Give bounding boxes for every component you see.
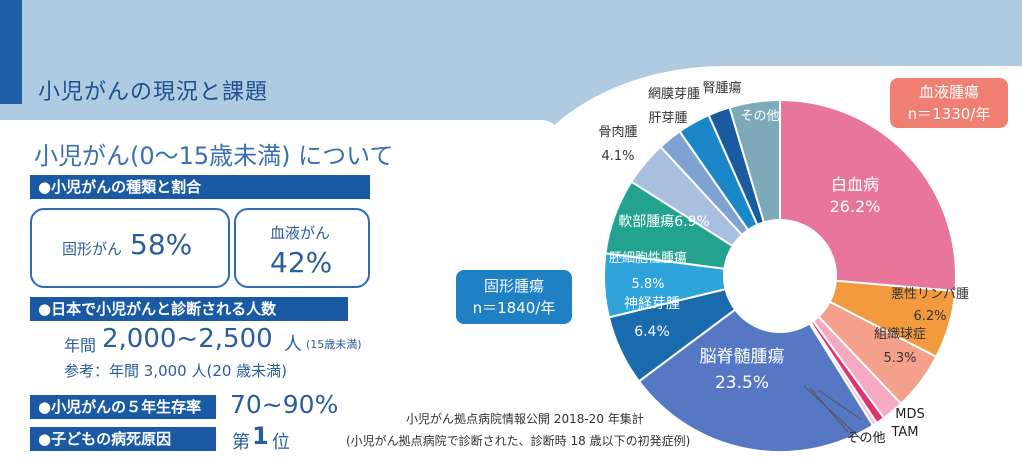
count-prefix: 年間 (64, 336, 97, 355)
source-line-1: 小児がん拠点病院情報公開 2018-20 年集計 (406, 412, 644, 426)
survival-heading: ●小児がんの５年生存率 (30, 395, 216, 419)
slice-label-3: その他 (846, 431, 885, 446)
count-unit: 人 (284, 334, 302, 355)
accent-bar (0, 0, 22, 104)
slice-label-2: 組織球症 (874, 327, 926, 342)
slice-pct-0: 26.2% (830, 197, 881, 216)
slice-pct-7: 6.4% (634, 324, 670, 340)
count-reference: 参考：年間 3,000 人(20 歳未満) (64, 362, 288, 380)
count-note: (15歳未満) (306, 338, 362, 351)
slice-label-9: 軟部腫瘍6.9% (618, 213, 710, 230)
slice-pct-2: 5.3% (883, 351, 916, 366)
slice-label-11: 肝芽腫 (648, 110, 687, 126)
survival-value: 70~90% (230, 390, 339, 419)
solid-label: 固形がん (62, 240, 123, 258)
slice-pct-6: 23.5% (715, 373, 769, 393)
slice-label-12: 網膜芽腫 (648, 86, 700, 102)
blood-value: 42% (270, 246, 333, 279)
solid-cancer-box: 固形がん 58% (30, 208, 230, 288)
count-heading: ●日本で小児がんと診断される人数 (30, 297, 348, 321)
blood-cancer-box: 血液がん 42% (234, 208, 370, 288)
pie-slice-0 (779, 98, 957, 293)
page-title: 小児がんの現況と課題 (38, 80, 269, 105)
slice-label-8: 胚細胞性腫瘍 (609, 250, 687, 266)
blood-tumor-name: 血液腫瘍 (918, 83, 979, 101)
count-value: 2,000~2,500 (102, 324, 273, 354)
slice-label-13: 腎腫瘍 (702, 80, 741, 96)
slice-label-6: 脳脊髄腫瘍 (700, 347, 785, 367)
leader-line-0 (817, 389, 863, 421)
solid-value: 58% (130, 228, 193, 261)
death-suffix: 位 (272, 432, 290, 453)
slice-label-1: 悪性リンパ腫 (891, 286, 969, 302)
solid-tumor-tag: 固形腫瘍 n＝1840/年 (456, 270, 572, 324)
slice-pct-1: 6.2% (913, 309, 946, 324)
death-prefix: 第 (232, 432, 250, 453)
slice-pct-8: 5.8% (631, 277, 664, 292)
blood-label: 血液がん (270, 224, 331, 242)
blood-tumor-tag: 血液腫瘍 n＝1330/年 (890, 78, 1008, 128)
slice-label-4: MDS (895, 407, 924, 422)
slice-label-5: TAM (890, 425, 918, 440)
slice-label-14: その他 (740, 109, 779, 124)
slice-label-10: 骨肉腫 (598, 124, 637, 140)
pie-slice-6 (637, 308, 875, 453)
slice-label-0: 白血病 (831, 175, 879, 194)
leader-line-1 (809, 387, 849, 433)
solid-tumor-n: n＝1840/年 (472, 299, 556, 317)
blood-tumor-n: n＝1330/年 (907, 105, 991, 123)
types-heading: ●小児がんの種類と割合 (30, 175, 370, 199)
section-title: 小児がん(0〜15歳未満) について (34, 142, 394, 170)
leader-line-2 (803, 385, 863, 441)
slice-label-7: 神経芽腫 (624, 296, 680, 312)
death-rank: 1 (252, 422, 269, 450)
source-line-2: (小児がん拠点病院で診断された、診断時 18 歳以下の初発症例) (346, 434, 691, 448)
solid-tumor-name: 固形腫瘍 (483, 277, 544, 295)
death-heading: ●子どもの病死原因 (30, 427, 216, 451)
slice-pct-10: 4.1% (601, 149, 634, 164)
pie-slice-14 (728, 98, 781, 224)
